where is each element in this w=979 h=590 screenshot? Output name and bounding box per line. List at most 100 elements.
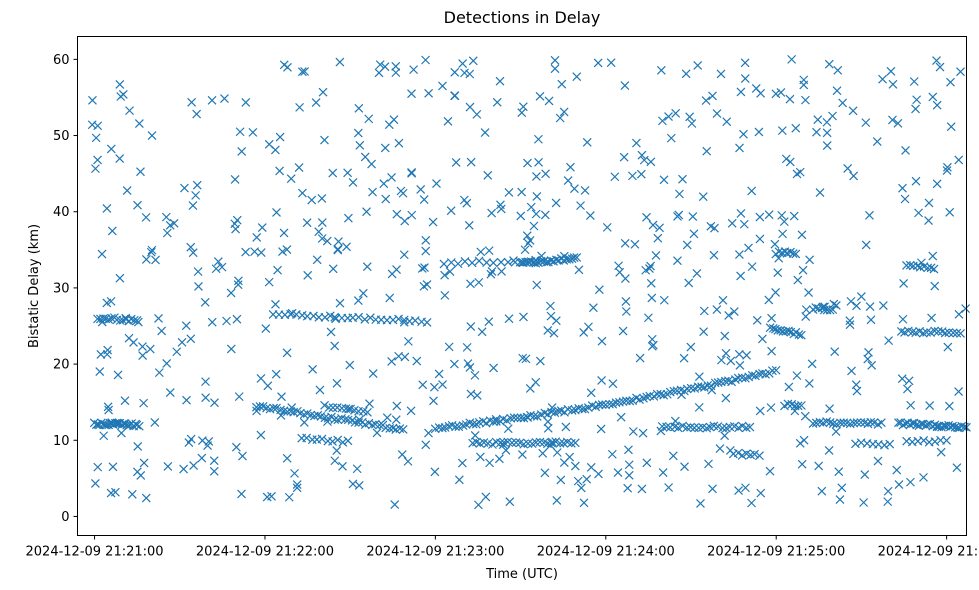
track-marker bbox=[768, 323, 778, 333]
track-marker bbox=[367, 420, 377, 430]
noise-marker bbox=[494, 454, 504, 464]
noise-marker bbox=[392, 209, 402, 219]
noise-marker bbox=[237, 489, 246, 499]
track-marker bbox=[460, 256, 470, 266]
noise-marker bbox=[297, 188, 307, 198]
noise-marker bbox=[774, 253, 784, 263]
track-marker bbox=[399, 315, 409, 325]
noise-marker bbox=[307, 195, 317, 205]
noise-marker bbox=[396, 186, 406, 196]
track-marker bbox=[673, 423, 683, 433]
noise-marker bbox=[292, 483, 302, 493]
track-marker bbox=[741, 423, 751, 433]
noise-marker bbox=[120, 396, 130, 406]
noise-marker bbox=[231, 442, 241, 452]
noise-marker bbox=[523, 158, 532, 168]
noise-marker bbox=[721, 348, 731, 358]
noise-marker bbox=[186, 334, 196, 344]
noise-marker bbox=[883, 497, 893, 507]
track-marker bbox=[306, 410, 316, 420]
noise-marker bbox=[108, 462, 118, 472]
track-marker bbox=[929, 264, 939, 274]
noise-marker bbox=[884, 336, 894, 346]
noise-marker bbox=[701, 96, 711, 105]
noise-marker bbox=[807, 359, 817, 369]
noise-marker bbox=[424, 428, 433, 438]
noise-marker bbox=[886, 66, 896, 76]
noise-marker bbox=[292, 480, 302, 489]
noise-marker bbox=[698, 192, 708, 202]
noise-marker bbox=[736, 271, 746, 281]
noise-marker bbox=[559, 107, 569, 117]
track-marker bbox=[570, 438, 580, 448]
noise-marker bbox=[919, 472, 928, 482]
noise-marker bbox=[317, 193, 327, 203]
noise-marker bbox=[914, 208, 923, 218]
noise-marker bbox=[485, 458, 495, 468]
track-marker bbox=[702, 423, 712, 433]
noise-marker bbox=[332, 446, 342, 455]
track-marker bbox=[885, 439, 895, 449]
noise-marker bbox=[470, 370, 480, 380]
track-marker bbox=[551, 255, 561, 265]
noise-marker bbox=[355, 140, 365, 150]
noise-marker bbox=[207, 95, 217, 105]
noise-marker bbox=[226, 288, 236, 298]
track-marker bbox=[132, 420, 142, 430]
noise-marker bbox=[735, 360, 745, 370]
noise-marker bbox=[678, 174, 687, 184]
noise-marker bbox=[466, 157, 476, 167]
noise-marker bbox=[897, 374, 907, 384]
noise-marker bbox=[372, 428, 382, 438]
noise-marker bbox=[824, 59, 834, 69]
noise-marker bbox=[888, 115, 897, 125]
noise-marker bbox=[162, 228, 172, 238]
noise-marker bbox=[770, 239, 780, 249]
track-marker bbox=[398, 424, 408, 434]
noise-marker bbox=[93, 155, 102, 165]
noise-marker bbox=[621, 307, 631, 316]
noise-marker bbox=[834, 467, 844, 477]
noise-marker bbox=[820, 302, 830, 312]
noise-marker bbox=[789, 211, 799, 221]
noise-marker bbox=[191, 190, 201, 200]
track-marker bbox=[825, 305, 835, 315]
noise-marker bbox=[785, 157, 795, 167]
track-marker bbox=[618, 397, 628, 407]
noise-marker bbox=[169, 218, 179, 228]
noise-marker bbox=[182, 395, 191, 405]
noise-marker bbox=[210, 398, 219, 408]
noise-marker bbox=[145, 344, 155, 354]
noise-marker bbox=[317, 234, 327, 243]
noise-marker bbox=[693, 60, 703, 70]
noise-marker bbox=[688, 212, 698, 222]
track-marker bbox=[488, 258, 498, 268]
x-axis-label: Time (UTC) bbox=[485, 567, 558, 582]
noise-marker bbox=[209, 466, 219, 476]
noise-marker bbox=[326, 327, 336, 337]
noise-marker bbox=[818, 302, 828, 312]
noise-marker bbox=[773, 268, 783, 278]
noise-marker bbox=[416, 184, 426, 194]
track-marker bbox=[791, 249, 801, 259]
noise-marker bbox=[273, 265, 282, 275]
noise-marker bbox=[256, 430, 266, 440]
noise-marker bbox=[504, 188, 514, 197]
noise-marker bbox=[450, 67, 460, 77]
noise-marker bbox=[194, 281, 203, 291]
noise-marker bbox=[954, 155, 964, 165]
noise-marker bbox=[852, 386, 862, 396]
track-marker bbox=[134, 421, 144, 431]
noise-marker bbox=[582, 474, 592, 484]
noise-marker bbox=[233, 276, 243, 286]
noise-marker bbox=[961, 304, 971, 313]
track-marker bbox=[842, 418, 852, 428]
noise-marker bbox=[470, 430, 480, 440]
noise-marker bbox=[935, 62, 945, 72]
noise-marker bbox=[832, 86, 842, 96]
noise-marker bbox=[380, 143, 390, 153]
noise-marker bbox=[136, 167, 145, 177]
noise-marker bbox=[138, 342, 147, 351]
noise-marker bbox=[495, 76, 505, 86]
